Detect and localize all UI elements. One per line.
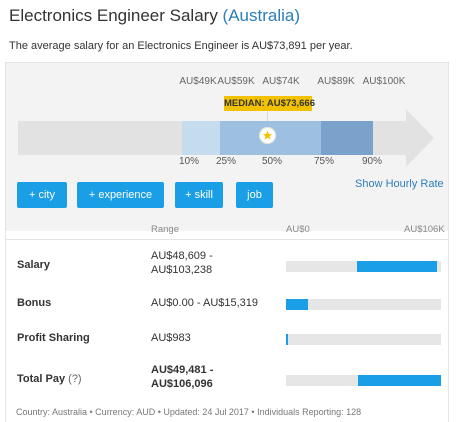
range-column-header: Range [151,224,179,235]
range-75-90 [321,121,373,155]
total-pay-row-label: Total Pay (?) [17,373,82,385]
total-pay-range-fill [358,375,441,386]
profit-sharing-range-bar [286,334,441,345]
bonus-range-text: AU$0.00 - AU$15,319 [151,297,259,309]
add-experience-button[interactable]: + experience [77,182,164,208]
show-hourly-rate-link[interactable]: Show Hourly Rate [355,178,444,190]
distribution-chart: AU$49K AU$59K AU$74K AU$89K AU$100K MEDI… [6,63,448,231]
median-connector [267,111,268,121]
add-skill-button[interactable]: + skill [175,182,223,208]
tick-label-50: AU$74K [262,76,300,87]
salary-card: AU$49K AU$59K AU$74K AU$89K AU$100K MEDI… [5,62,449,422]
bonus-range: AU$0.00 - AU$15,319 [151,296,258,310]
scale-max-label: AU$106K [404,224,445,235]
scale-min-label: AU$0 [286,224,310,235]
median-badge: MEDIAN: AU$73,666 [224,96,315,111]
total-pay-help-icon[interactable]: (?) [68,373,82,385]
salary-range-bar [286,261,441,272]
average-salary-text: The average salary for an Electronics En… [9,40,353,52]
title-text: Electronics Engineer Salary [9,6,223,25]
page-title: Electronics Engineer Salary (Australia) [9,6,300,26]
bonus-row-label: Bonus [17,297,52,309]
total-pay-range: AU$49,481 - AU$106,096 [151,363,213,391]
range-10-25 [182,121,220,155]
salary-row-label: Salary [17,259,51,271]
percentile-10: 10% [178,156,200,167]
median-marker [259,127,276,144]
salary-range: AU$48,609 - AU$103,238 [151,249,213,277]
percentile-90: 90% [361,156,383,167]
tick-label-25: AU$59K [217,76,255,87]
add-city-button[interactable]: + city [17,182,67,208]
profit-sharing-range-text: AU$983 [151,332,191,344]
profit-sharing-range-fill [286,334,288,345]
profit-sharing-row-label: Profit Sharing [17,332,90,344]
percentile-25: 25% [215,156,237,167]
star-icon [262,130,273,140]
tick-label-75: AU$89K [317,76,355,87]
report-footer: Country: Australia • Currency: AUD • Upd… [16,407,362,417]
salary-range-high: AU$103,238 [151,264,213,276]
total-pay-range-high: AU$106,096 [151,378,213,390]
salary-range-low: AU$48,609 - [151,250,213,262]
total-pay-label-text: Total Pay [17,373,66,385]
tick-label-10: AU$49K [179,76,217,87]
total-pay-range-low: AU$49,481 - [151,364,214,376]
total-pay-range-bar [286,375,441,386]
salary-range-fill [357,261,437,272]
title-country: (Australia) [222,6,301,25]
bonus-range-bar [286,299,441,310]
distribution-arrow [406,109,434,167]
job-button[interactable]: job [236,182,273,208]
table-divider [6,239,448,240]
tick-label-90: AU$100K [362,76,406,87]
profit-sharing-range: AU$983 [151,331,191,345]
percentile-75: 75% [313,156,335,167]
bonus-range-fill [286,299,308,310]
percentile-50: 50% [261,156,283,167]
